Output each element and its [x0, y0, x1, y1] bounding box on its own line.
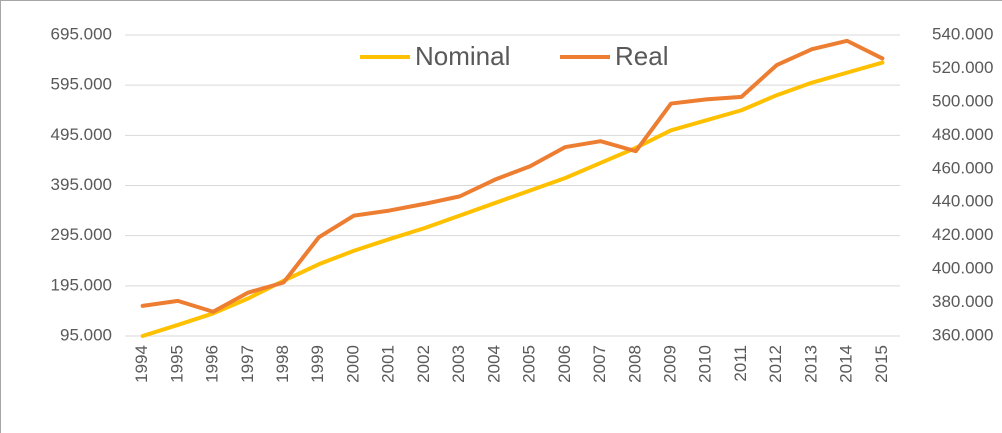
x-tick-label: 1998 — [273, 345, 292, 383]
y2-tick-label: 460.000 — [932, 158, 993, 177]
y2-tick-label: 520.000 — [932, 58, 993, 77]
x-tick-label: 1995 — [167, 345, 186, 383]
x-tick-label: 2008 — [625, 345, 644, 383]
x-tick-label: 2005 — [520, 345, 539, 383]
x-tick-label: 1996 — [203, 345, 222, 383]
x-tick-label: 2004 — [484, 345, 503, 383]
x-tick-label: 2015 — [872, 345, 891, 383]
legend-label: Real — [615, 41, 668, 71]
x-tick-label: 2010 — [696, 345, 715, 383]
y2-tick-label: 480.000 — [932, 125, 993, 144]
x-tick-label: 2003 — [449, 345, 468, 383]
x-tick-label: 2002 — [414, 345, 433, 383]
y2-tick-label: 380.000 — [932, 292, 993, 311]
legend: Nominal Real — [360, 41, 668, 71]
x-tick-label: 2013 — [801, 345, 820, 383]
x-tick-label: 1999 — [308, 345, 327, 383]
x-tick-label: 2011 — [731, 345, 750, 382]
series-line — [140, 38, 885, 314]
x-tick-label: 2000 — [343, 345, 362, 383]
x-tick-label: 1994 — [132, 345, 151, 383]
y-tick-label: 295.000 — [51, 225, 112, 244]
y-tick-label: 495.000 — [51, 125, 112, 144]
y2-tick-label: 540.000 — [932, 24, 993, 43]
y-tick-label: 95.000 — [60, 325, 112, 344]
x-tick-label: 2001 — [379, 345, 398, 383]
y-tick-label: 395.000 — [51, 175, 112, 194]
x-tick-label: 2009 — [661, 345, 680, 383]
y-tick-label: 595.000 — [51, 75, 112, 94]
y2-tick-label: 360.000 — [932, 325, 993, 344]
x-tick-label: 2006 — [555, 345, 574, 383]
x-tick-label: 2014 — [837, 345, 856, 383]
x-tick-label: 1997 — [238, 345, 257, 383]
series-line — [140, 60, 885, 338]
y2-tick-label: 420.000 — [932, 225, 993, 244]
y2-tick-label: 400.000 — [932, 259, 993, 278]
x-tick-label: 2012 — [766, 345, 785, 383]
y-tick-label: 695.000 — [51, 24, 112, 43]
x-tick-label: 2007 — [590, 345, 609, 383]
legend-label: Nominal — [415, 41, 510, 71]
y-tick-label: 195.000 — [51, 275, 112, 294]
y2-tick-label: 500.000 — [932, 91, 993, 110]
y2-tick-label: 440.000 — [932, 192, 993, 211]
